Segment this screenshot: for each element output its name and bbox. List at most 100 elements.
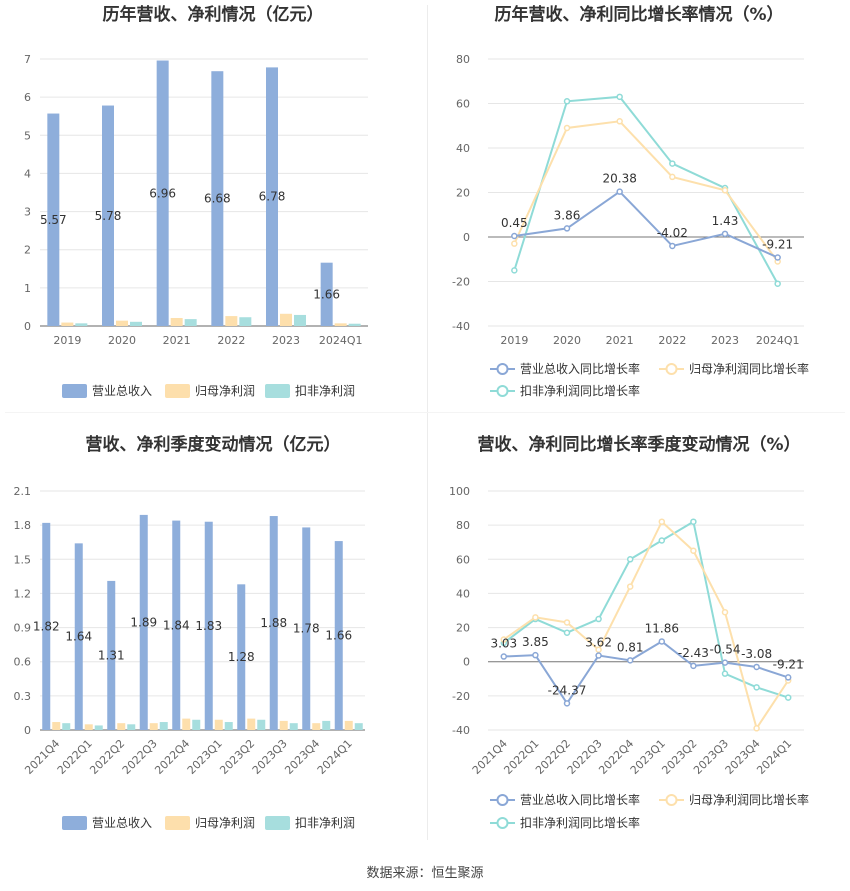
y-tick-label: -20 — [452, 690, 470, 703]
data-point — [690, 518, 697, 525]
data-point — [563, 124, 571, 132]
point-value-label: 3.86 — [554, 208, 581, 222]
y-tick-label: 40 — [456, 587, 470, 600]
bar — [192, 719, 201, 730]
point-value-label: 0.45 — [501, 216, 528, 230]
bar — [225, 316, 238, 326]
data-point — [721, 187, 729, 194]
quarterly-growth-rate-panel: 营收、净利同比增长率季度变动情况（%） -40 -20 0 20 40 60 80 100 202… — [428, 418, 850, 848]
bar-value-label: 5.57 — [40, 213, 67, 227]
data-point — [774, 280, 781, 287]
quarterly-growth-rate-chart: 营收、净利同比增长率季度变动情况（%） -40 -20 0 20 40 60 80 100 202… — [449, 434, 809, 830]
bar-value-label: 1.78 — [293, 622, 320, 636]
legend-swatch — [265, 384, 290, 398]
data-point — [753, 684, 760, 691]
data-point — [669, 173, 676, 181]
x-tick-label: 2023Q4 — [282, 737, 322, 777]
x-tick-label: 2022 — [658, 334, 686, 347]
y-tick-label: 80 — [456, 53, 470, 66]
bar-value-label: 1.66 — [313, 287, 340, 301]
data-point — [595, 646, 602, 654]
point-value-label: 0.81 — [617, 640, 644, 654]
legend-marker — [665, 363, 678, 375]
x-tick-label: 2023 — [711, 334, 739, 347]
bar — [279, 720, 288, 730]
data-point — [563, 700, 571, 707]
bar — [102, 105, 114, 326]
bar — [247, 718, 256, 730]
bar — [211, 71, 224, 326]
data-point — [669, 160, 676, 167]
series-line — [503, 520, 790, 731]
bar — [280, 313, 292, 326]
bar — [204, 521, 213, 730]
data-point — [563, 98, 571, 105]
bar-value-label: 1.64 — [65, 630, 92, 644]
y-tick-label: 60 — [456, 553, 470, 566]
y-tick-label: 1.8 — [14, 519, 32, 532]
bar — [94, 725, 103, 730]
bar — [127, 724, 136, 730]
legend-label: 营业总收入同比增长率 — [520, 361, 640, 376]
x-tick-label: 2023Q2 — [217, 737, 257, 777]
y-tick-label: 1 — [24, 282, 31, 295]
x-tick-label: 2022Q1 — [55, 737, 95, 777]
annual-growth-rate-panel: 历年营收、净利同比增长率情况（%） -40 -20 0 20 40 60 80 2019 2020… — [428, 0, 850, 412]
point-value-label: -24.37 — [548, 683, 587, 697]
y-tick-label: 20 — [456, 187, 470, 200]
y-tick-label: 3 — [24, 206, 31, 219]
y-tick-label: 0.9 — [14, 622, 32, 635]
bar — [257, 719, 266, 730]
data-point — [753, 725, 760, 732]
data-point — [532, 614, 539, 621]
x-tick-label: 2022 — [217, 334, 245, 347]
legend-marker — [496, 817, 509, 829]
legend-swatch — [165, 384, 190, 398]
bar-value-label: 1.28 — [228, 650, 255, 664]
data-point — [511, 267, 518, 274]
legend-label: 扣非净利润 — [295, 384, 355, 398]
bar — [294, 314, 306, 326]
bar-value-label: 1.31 — [98, 648, 125, 662]
bar — [149, 723, 158, 730]
y-tick-label: 0 — [463, 231, 470, 244]
data-point — [784, 694, 792, 701]
bar — [354, 723, 363, 730]
quarterly-revenue-profit-panel: 营收、净利季度变动情况（亿元） 0 0.3 0.6 0.9 1.2 1.5 1.8 2.1 202… — [0, 418, 425, 848]
annual-revenue-profit-panel: 历年营收、净利情况（亿元） 0 1 2 3 4 5 6 7 2019 2020 2021 2022 202… — [0, 0, 425, 412]
bar — [84, 724, 93, 730]
point-value-label: 3.85 — [522, 635, 549, 649]
bar — [344, 720, 353, 730]
legend-marker — [496, 363, 509, 375]
bar — [182, 718, 191, 730]
annual-growth-rate-chart: 历年营收、净利同比增长率情况（%） -40 -20 0 20 40 60 80 2019 2020… — [452, 4, 809, 398]
bar — [117, 723, 126, 730]
data-point — [616, 188, 623, 195]
chart-title: 营收、净利季度变动情况（亿元） — [86, 434, 341, 455]
point-value-label: 1.43 — [712, 214, 739, 228]
bar — [239, 317, 252, 326]
quarterly-revenue-profit-chart: 营收、净利季度变动情况（亿元） 0 0.3 0.6 0.9 1.2 1.5 1.8 2.1 202… — [14, 434, 365, 830]
bar — [322, 720, 331, 730]
bar-value-label: 1.89 — [130, 615, 157, 629]
legend-label: 归母净利润 — [195, 384, 255, 398]
point-value-label: 3.03 — [490, 637, 517, 651]
chart-title: 历年营收、净利同比增长率情况（%） — [494, 4, 783, 25]
bar-value-label: 1.88 — [260, 616, 287, 630]
chart-title: 历年营收、净利情况（亿元） — [103, 4, 324, 25]
data-point — [616, 118, 623, 125]
bar — [170, 317, 183, 326]
bar — [130, 321, 142, 326]
data-point — [500, 636, 508, 643]
series-line — [503, 520, 789, 699]
bar-value-label: 1.66 — [325, 629, 352, 643]
legend-label: 扣非净利润 — [295, 816, 355, 830]
data-point — [721, 608, 729, 616]
bar — [116, 320, 128, 326]
data-point — [626, 583, 634, 590]
x-tick-label: 2021 — [163, 334, 191, 347]
data-point — [595, 652, 602, 659]
bar — [75, 323, 88, 326]
y-tick-label: -40 — [452, 320, 470, 333]
bar — [52, 722, 61, 730]
